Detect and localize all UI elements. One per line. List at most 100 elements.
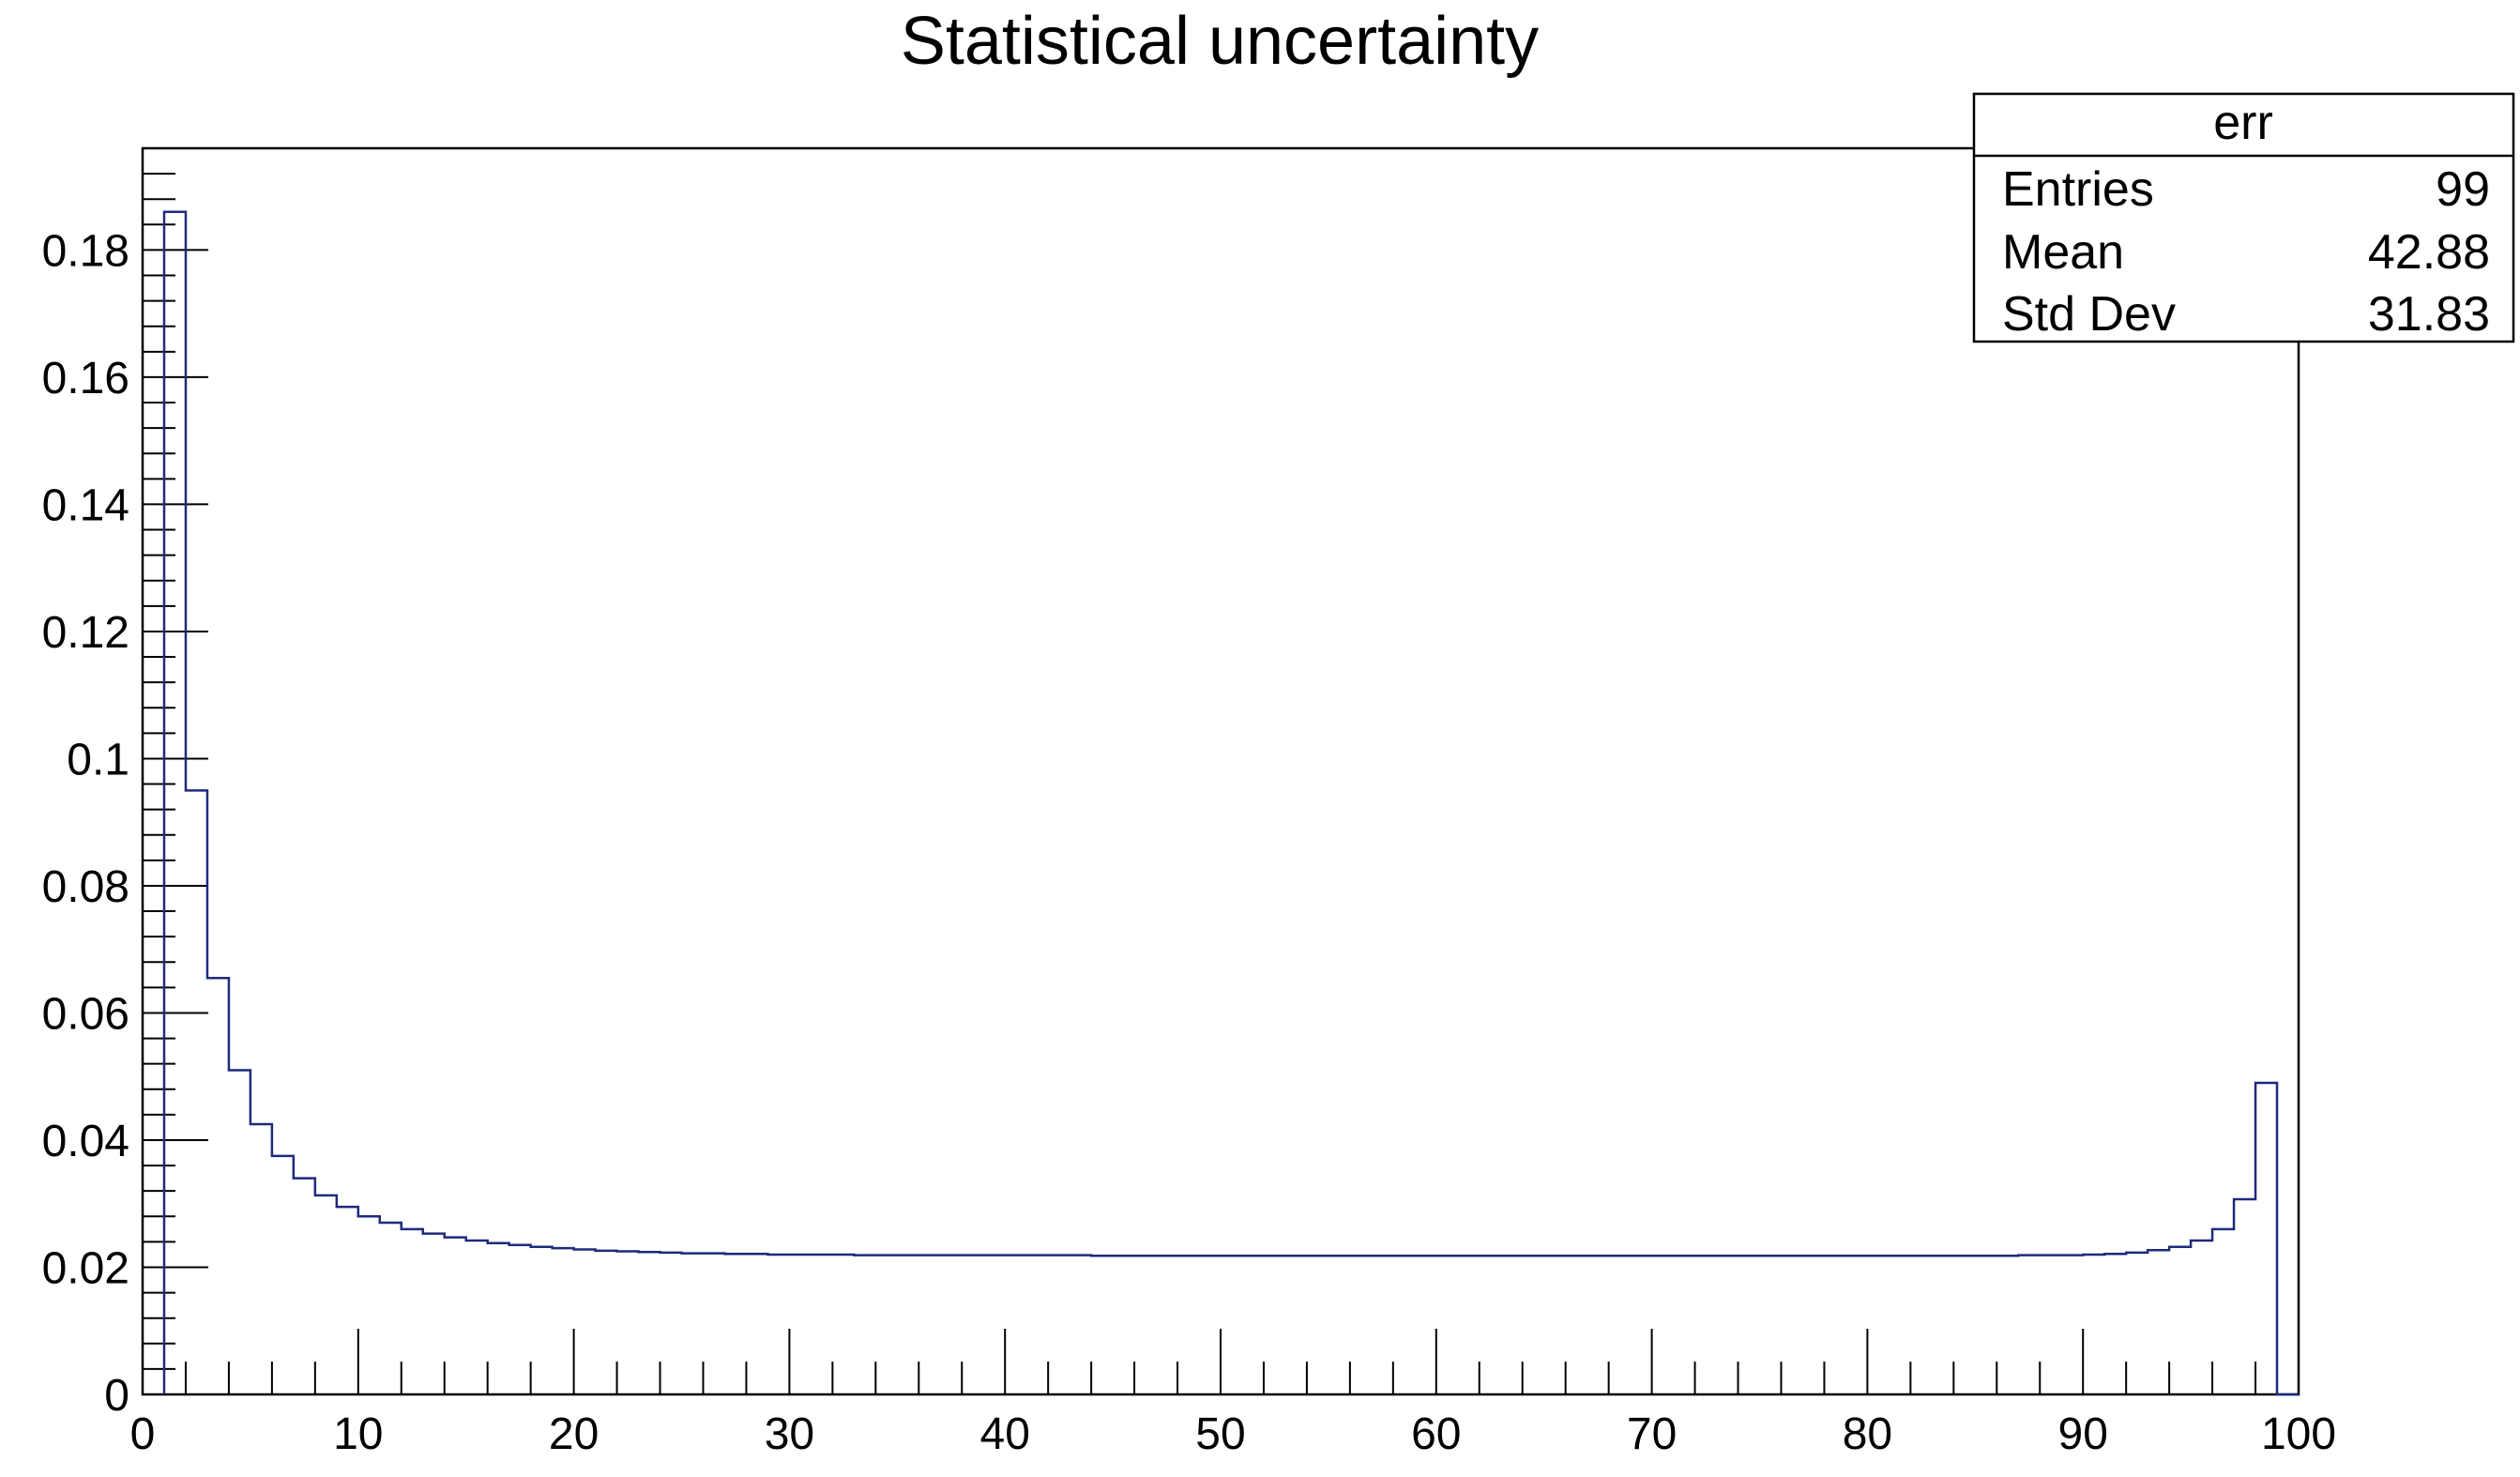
stats-label-std-dev: Std Dev [2002,287,2176,342]
histogram-bin [1328,1256,1350,1394]
histogram-bin [574,1250,596,1394]
histogram-bin [2018,1256,2040,1394]
histogram-bin [1070,1256,1091,1394]
histogram-bin [1587,1256,1609,1394]
histogram-bin [402,1229,423,1394]
histogram-bin [1544,1256,1566,1394]
histogram-bin [1285,1256,1307,1394]
stats-box-name: err [2213,96,2273,150]
histogram-bin [767,1255,789,1394]
histogram-bin [380,1223,402,1394]
histogram-bin [1242,1256,1264,1394]
stats-box: err Entries 99 Mean 42.88 Std Dev 31.83 [1972,92,2515,343]
histogram-bin [337,1207,358,1394]
histogram-bin [1910,1256,1932,1394]
histogram-bin [1975,1256,1996,1394]
histogram-bin [2255,1083,2277,1394]
histogram-bin [445,1238,466,1394]
histogram-bin [1264,1256,1285,1394]
histogram-bin [1953,1256,1975,1394]
histogram-bin [2083,1255,2104,1394]
x-tick-label: 40 [980,1409,1030,1459]
histogram-bin [1631,1256,1652,1394]
histogram-bins [164,212,2277,1394]
histogram-bin [164,212,186,1394]
x-tick-label: 90 [2058,1409,2108,1459]
histogram-bin [746,1254,767,1394]
stats-value-entries: 99 [2436,162,2490,217]
histogram-bin [1199,1256,1221,1394]
histogram-bin [897,1256,918,1394]
histogram-bin [553,1248,574,1394]
histogram-bin [1177,1256,1199,1394]
histogram-bin [1523,1256,1544,1394]
histogram-bin [488,1243,509,1394]
histogram-bin [918,1256,940,1394]
histogram-bin [1717,1256,1738,1394]
histogram-bin [1113,1256,1134,1394]
histogram-bin [1393,1256,1415,1394]
histogram-bin [531,1247,553,1394]
x-tick-label: 70 [1627,1409,1677,1459]
histogram-bin [1091,1256,1113,1394]
histogram-bin [724,1254,746,1394]
y-tick-label: 0.18 [42,226,129,276]
histogram-bin [2061,1256,2083,1394]
histogram-bin [466,1241,488,1394]
histogram-bin [1845,1256,1867,1394]
histogram-bin [1134,1256,1156,1394]
histogram-bin [1781,1256,1802,1394]
stats-label-mean: Mean [2002,225,2124,280]
histogram-bin [1221,1256,1242,1394]
histogram-bin [2191,1241,2212,1394]
histogram-bin [682,1254,704,1394]
histogram-bin [1738,1256,1760,1394]
histogram-bin [1674,1256,1695,1394]
histogram-bin [1156,1256,1177,1394]
histogram-bin [1932,1256,1953,1394]
histogram-bin [1652,1256,1674,1394]
histogram-bin [1307,1256,1328,1394]
x-tick-label: 60 [1411,1409,1461,1459]
histogram-bin [1480,1256,1501,1394]
histogram-bin [315,1195,337,1394]
histogram-bin [639,1252,660,1394]
histogram-bin [1760,1256,1782,1394]
histogram-bin [596,1251,617,1394]
y-tick-label: 0.16 [42,354,129,404]
histogram-bin [1501,1256,1523,1394]
stats-box-frame [1972,92,2515,343]
histogram-bin [789,1255,811,1394]
histogram-bin [1996,1256,2018,1394]
stats-value-std-dev: 31.83 [2368,287,2490,342]
y-tick-label: 0.04 [42,1117,129,1166]
histogram-bin [854,1256,875,1394]
histogram-bin [1458,1256,1480,1394]
histogram-bin [2148,1250,2169,1394]
y-tick-label: 0.08 [42,862,129,912]
histogram-bin [1350,1256,1372,1394]
histogram-bin [229,1070,250,1394]
histogram-bin [1609,1256,1631,1394]
histogram-bin [2234,1199,2255,1394]
histogram-bin [1436,1256,1458,1394]
x-tick-label: 0 [130,1409,156,1459]
histogram-bin [509,1245,531,1394]
histogram-bin [1802,1256,1824,1394]
y-tick-label: 0.06 [42,989,129,1039]
histogram-bin [1889,1256,1910,1394]
histogram-bin [983,1256,1005,1394]
x-tick-label: 50 [1195,1409,1245,1459]
histogram-bin [1372,1256,1393,1394]
histogram-bin [1415,1256,1436,1394]
histogram-bin [2040,1256,2061,1394]
x-tick-label: 30 [765,1409,814,1459]
histogram-bin [1566,1256,1587,1394]
histogram-bin [962,1256,983,1394]
histogram-bin [2212,1229,2234,1394]
y-tick-label: 0 [104,1371,129,1421]
x-tick-label: 80 [1843,1409,1892,1459]
histogram-bin [250,1124,272,1394]
y-tick-label: 0.02 [42,1243,129,1293]
